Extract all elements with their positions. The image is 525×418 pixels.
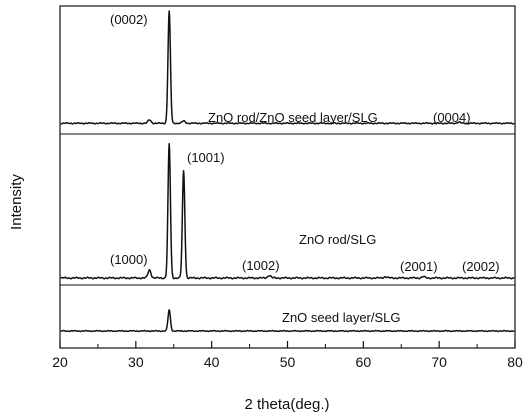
annotation-6: (1000) (110, 252, 148, 267)
series-line-2 (60, 142, 515, 280)
panel-dividers (60, 133, 515, 286)
annotation-9: (2002) (462, 259, 500, 274)
x-tick-label-30: 30 (128, 354, 144, 370)
y-axis-title: Intensity (8, 174, 25, 230)
annotation-2: ZnO rod/ZnO seed layer/SLG (208, 110, 378, 125)
x-tick-label-40: 40 (204, 354, 220, 370)
annotation-5: ZnO rod/SLG (299, 232, 376, 247)
annotation-1: (0002) (110, 12, 148, 27)
x-tick-label-60: 60 (356, 354, 372, 370)
annotations-layer: (0002) ZnO rod/ZnO seed layer/SLG (0004) (1… (110, 12, 500, 325)
annotation-8: (2001) (400, 259, 438, 274)
x-axis-ticks: 20 30 40 50 60 70 80 (52, 341, 523, 370)
x-tick-label-50: 50 (280, 354, 296, 370)
series-line-1 (60, 10, 515, 125)
series-line-3 (60, 309, 515, 333)
annotation-10: ZnO seed layer/SLG (282, 310, 401, 325)
x-tick-label-70: 70 (431, 354, 447, 370)
annotation-4: (1001) (187, 150, 225, 165)
x-tick-label-80: 80 (507, 354, 523, 370)
series-layer (60, 10, 515, 333)
annotation-7: (1002) (242, 258, 280, 273)
x-axis-title: 2 theta(deg.) (244, 396, 329, 413)
annotation-3: (0004) (433, 110, 471, 125)
x-tick-label-20: 20 (52, 354, 68, 370)
plot-frame (59, 5, 516, 349)
